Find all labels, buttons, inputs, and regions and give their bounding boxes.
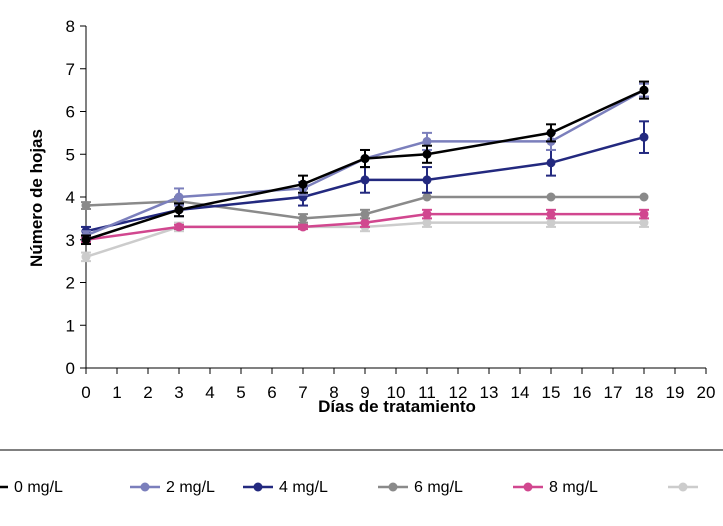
data-point bbox=[639, 218, 649, 228]
legend-marker bbox=[678, 482, 688, 492]
data-point bbox=[174, 222, 184, 232]
x-axis-title: Días de tratamiento bbox=[318, 397, 476, 416]
data-point bbox=[546, 218, 556, 228]
x-tick-label: 10 bbox=[387, 383, 406, 402]
y-tick-label: 6 bbox=[66, 103, 75, 122]
x-tick-label: 9 bbox=[360, 383, 369, 402]
data-point bbox=[81, 252, 91, 262]
x-tick-label: 7 bbox=[298, 383, 307, 402]
legend-label: 0 mg/L bbox=[14, 479, 63, 496]
x-tick-label: 18 bbox=[635, 383, 654, 402]
series-3 bbox=[81, 192, 649, 224]
data-point bbox=[422, 209, 432, 219]
data-point bbox=[422, 136, 432, 146]
data-point bbox=[174, 192, 184, 202]
x-tick-label: 14 bbox=[511, 383, 530, 402]
x-tick-label: 20 bbox=[697, 383, 716, 402]
legend-entry bbox=[668, 482, 698, 492]
y-tick-label: 1 bbox=[66, 316, 75, 335]
x-tick-label: 4 bbox=[205, 383, 214, 402]
legend-marker bbox=[140, 482, 150, 492]
data-point bbox=[360, 154, 370, 164]
y-tick-label: 4 bbox=[66, 188, 75, 207]
data-point bbox=[81, 201, 91, 211]
y-axis-title: Número de hojas bbox=[27, 129, 46, 267]
x-tick-label: 1 bbox=[112, 383, 121, 402]
legend-marker bbox=[523, 482, 533, 492]
data-point bbox=[546, 209, 556, 219]
y-tick-label: 5 bbox=[66, 145, 75, 164]
data-point bbox=[639, 132, 649, 142]
x-tick-label: 12 bbox=[449, 383, 468, 402]
data-point bbox=[422, 175, 432, 185]
legend-entry: 2 mg/L bbox=[130, 479, 215, 496]
data-point bbox=[546, 158, 556, 168]
data-point bbox=[422, 149, 432, 159]
x-tick-label: 6 bbox=[267, 383, 276, 402]
legend-marker bbox=[253, 482, 263, 492]
data-point bbox=[360, 175, 370, 185]
data-point bbox=[81, 235, 91, 245]
legend-entry: 8 mg/L bbox=[513, 479, 598, 496]
data-point bbox=[639, 192, 649, 202]
x-tick-label: 5 bbox=[236, 383, 245, 402]
legend-label: 2 mg/L bbox=[166, 479, 215, 496]
data-point bbox=[174, 205, 184, 215]
data-point bbox=[422, 218, 432, 228]
data-point bbox=[360, 209, 370, 219]
data-point bbox=[298, 222, 308, 232]
legend-entry: 0 mg/L bbox=[0, 479, 63, 496]
x-tick-label: 3 bbox=[174, 383, 183, 402]
x-axis-ticks: 0 1 2 3 4 5 6 7 8 9 10 11 12 13 14 15 16 17 18 19 20 bbox=[81, 368, 715, 402]
data-point bbox=[639, 209, 649, 219]
x-tick-label: 11 bbox=[418, 383, 436, 402]
data-point bbox=[546, 128, 556, 138]
y-tick-label: 7 bbox=[66, 60, 75, 79]
x-tick-label: 8 bbox=[329, 383, 338, 402]
data-point bbox=[298, 179, 308, 189]
x-tick-label: 0 bbox=[81, 383, 90, 402]
data-point bbox=[422, 192, 432, 202]
data-point bbox=[298, 213, 308, 223]
y-tick-label: 8 bbox=[66, 17, 75, 36]
x-tick-label: 16 bbox=[573, 383, 592, 402]
data-point bbox=[639, 85, 649, 95]
x-tick-label: 17 bbox=[604, 383, 623, 402]
legend-label: 4 mg/L bbox=[279, 479, 328, 496]
legend-label: 8 mg/L bbox=[549, 479, 598, 496]
legend: 0 mg/L 2 mg/L 4 mg/L 6 mg/L 8 mg/L bbox=[0, 479, 698, 496]
series-0 bbox=[81, 80, 649, 246]
y-axis-ticks: 0 1 2 3 4 5 6 7 8 bbox=[66, 17, 86, 378]
y-tick-label: 3 bbox=[66, 231, 75, 250]
legend-entry: 6 mg/L bbox=[378, 479, 463, 496]
legend-marker bbox=[388, 482, 398, 492]
data-point bbox=[546, 192, 556, 202]
legend-label: 6 mg/L bbox=[414, 479, 463, 496]
data-point bbox=[360, 218, 370, 228]
x-tick-label: 2 bbox=[143, 383, 152, 402]
x-tick-label: 13 bbox=[480, 383, 499, 402]
x-tick-label: 15 bbox=[542, 383, 561, 402]
series-layer bbox=[81, 80, 649, 263]
legend-entry: 4 mg/L bbox=[243, 479, 328, 496]
x-tick-label: 19 bbox=[666, 383, 685, 402]
y-tick-label: 0 bbox=[66, 359, 75, 378]
y-tick-label: 2 bbox=[66, 274, 75, 293]
